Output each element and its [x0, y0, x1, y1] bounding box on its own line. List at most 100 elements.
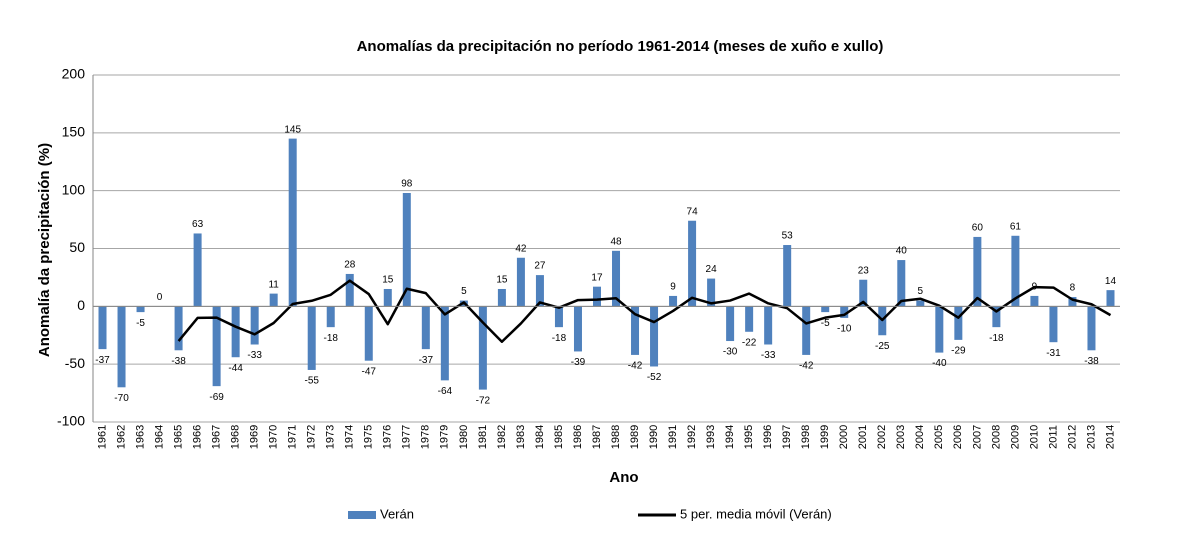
x-tick-label: 1993 — [705, 425, 717, 449]
x-tick-label: 2009 — [1009, 425, 1021, 449]
bar — [592, 286, 601, 307]
x-tick-label: 1991 — [667, 425, 679, 449]
bar — [669, 295, 678, 307]
bar — [821, 306, 830, 313]
x-tick-label: 1967 — [211, 425, 223, 449]
bar — [954, 306, 963, 340]
data-label: -64 — [438, 386, 453, 397]
y-tick-label: -100 — [57, 413, 85, 429]
x-tick-label: 1976 — [382, 425, 394, 449]
bar — [650, 306, 659, 367]
x-tick-label: 1999 — [819, 425, 831, 449]
data-label: -72 — [476, 395, 491, 406]
data-label: 23 — [858, 265, 870, 276]
bar — [136, 306, 145, 313]
data-label: -39 — [571, 357, 586, 368]
bar — [440, 306, 449, 381]
data-label: 5 — [918, 286, 924, 297]
data-label: -22 — [742, 337, 757, 348]
x-tick-label: 1996 — [762, 425, 774, 449]
y-tick-label: 50 — [69, 239, 85, 255]
bar — [916, 300, 925, 307]
data-label: -42 — [628, 361, 643, 372]
data-label: 11 — [268, 279, 279, 290]
x-tick-label: 2013 — [1085, 425, 1097, 449]
x-tick-label: 2008 — [990, 425, 1002, 449]
data-label: -40 — [932, 358, 947, 369]
bar — [612, 250, 621, 307]
bar — [707, 278, 716, 307]
bar — [174, 306, 183, 351]
legend-label: 5 per. media móvil (Verán) — [680, 506, 832, 521]
bar — [897, 260, 906, 307]
bar — [631, 306, 640, 355]
bar — [117, 306, 126, 388]
data-label: 0 — [157, 292, 163, 303]
bar — [535, 275, 544, 307]
x-tick-label: 2011 — [1047, 425, 1059, 449]
bar — [859, 279, 868, 307]
x-tick-label: 1982 — [496, 425, 508, 449]
data-label: 5 — [461, 286, 467, 297]
data-label: -69 — [209, 392, 224, 403]
moving-average-line — [177, 279, 1112, 343]
y-tick-label: 100 — [62, 181, 86, 197]
bar — [554, 306, 563, 328]
bar — [764, 306, 773, 345]
data-label: 14 — [1105, 276, 1117, 287]
bar — [573, 306, 582, 352]
y-tick-label: -50 — [65, 355, 85, 371]
legend-label: Verán — [380, 506, 414, 521]
bar — [193, 233, 202, 307]
x-tick-label: 1990 — [648, 425, 660, 449]
x-tick-label: 1995 — [743, 425, 755, 449]
data-label: 27 — [534, 261, 546, 272]
x-tick-label: 1963 — [134, 425, 146, 449]
data-label: -38 — [1084, 356, 1099, 367]
bar — [745, 306, 754, 332]
x-tick-label: 1992 — [686, 425, 698, 449]
x-axis-title: Ano — [609, 469, 638, 486]
bar — [1049, 306, 1058, 343]
x-tick-label: 1966 — [192, 425, 204, 449]
x-tick-label: 1969 — [249, 425, 261, 449]
x-tick-label: 1987 — [591, 425, 603, 449]
bar — [250, 306, 259, 345]
y-tick-label: 200 — [62, 66, 86, 82]
bar — [1011, 235, 1020, 307]
data-label: -44 — [228, 363, 243, 374]
bar — [688, 220, 697, 307]
x-tick-label: 1997 — [781, 425, 793, 449]
data-label: 17 — [591, 272, 603, 283]
bar — [1068, 297, 1077, 307]
data-label: -18 — [552, 333, 567, 344]
x-tick-label: 1989 — [629, 425, 641, 449]
data-label: -52 — [647, 372, 662, 383]
data-label: 24 — [706, 264, 718, 275]
data-label: -33 — [247, 350, 262, 361]
x-tick-label: 1998 — [800, 425, 812, 449]
x-tick-label: 2003 — [895, 425, 907, 449]
data-label: -30 — [723, 347, 738, 358]
x-tick-label: 1962 — [115, 425, 127, 449]
bar — [973, 236, 982, 307]
data-label: -37 — [419, 355, 434, 366]
data-label: 61 — [1010, 221, 1022, 232]
x-tick-label: 2005 — [933, 425, 945, 449]
x-tick-label: 1994 — [724, 425, 736, 449]
bar — [783, 245, 792, 307]
x-tick-label: 1985 — [553, 425, 565, 449]
bar — [364, 306, 373, 361]
data-label: 42 — [515, 243, 527, 254]
x-tick-label: 2000 — [838, 425, 850, 449]
data-label: -55 — [304, 376, 319, 387]
x-tick-label: 1979 — [439, 425, 451, 449]
x-tick-label: 1964 — [153, 425, 165, 449]
data-label: -25 — [875, 341, 890, 352]
data-label: 98 — [401, 179, 413, 190]
chart-title: Anomalías da precipitación no período 19… — [357, 38, 884, 55]
x-tick-label: 1984 — [534, 425, 546, 449]
x-tick-label: 1980 — [458, 425, 470, 449]
x-tick-label: 1983 — [515, 425, 527, 449]
